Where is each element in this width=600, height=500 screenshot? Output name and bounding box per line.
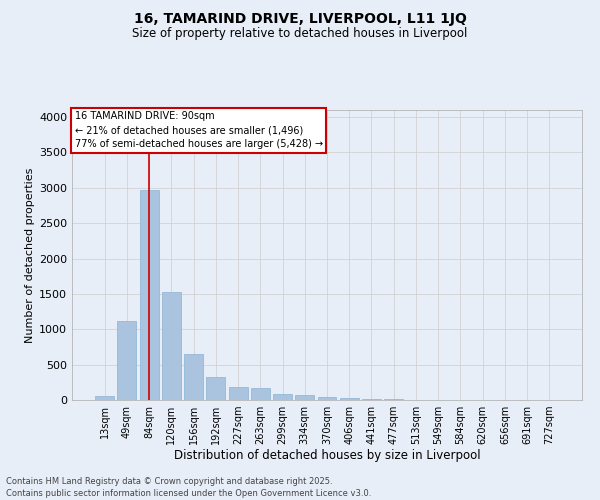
Bar [295,396,314,400]
Bar [162,292,181,400]
Bar [206,376,225,400]
Bar [140,190,158,400]
Bar [229,387,248,400]
Bar [251,388,270,400]
Y-axis label: Number of detached properties: Number of detached properties [25,168,35,342]
Bar [95,396,114,400]
Bar [317,397,337,400]
Bar [118,322,136,400]
Bar [340,398,359,400]
X-axis label: Distribution of detached houses by size in Liverpool: Distribution of detached houses by size … [173,448,481,462]
Text: Contains HM Land Registry data © Crown copyright and database right 2025.
Contai: Contains HM Land Registry data © Crown c… [6,476,371,498]
Bar [184,354,203,400]
Text: 16, TAMARIND DRIVE, LIVERPOOL, L11 1JQ: 16, TAMARIND DRIVE, LIVERPOOL, L11 1JQ [134,12,466,26]
Text: Size of property relative to detached houses in Liverpool: Size of property relative to detached ho… [133,28,467,40]
Bar [273,394,292,400]
Text: 16 TAMARIND DRIVE: 90sqm
← 21% of detached houses are smaller (1,496)
77% of sem: 16 TAMARIND DRIVE: 90sqm ← 21% of detach… [74,112,323,150]
